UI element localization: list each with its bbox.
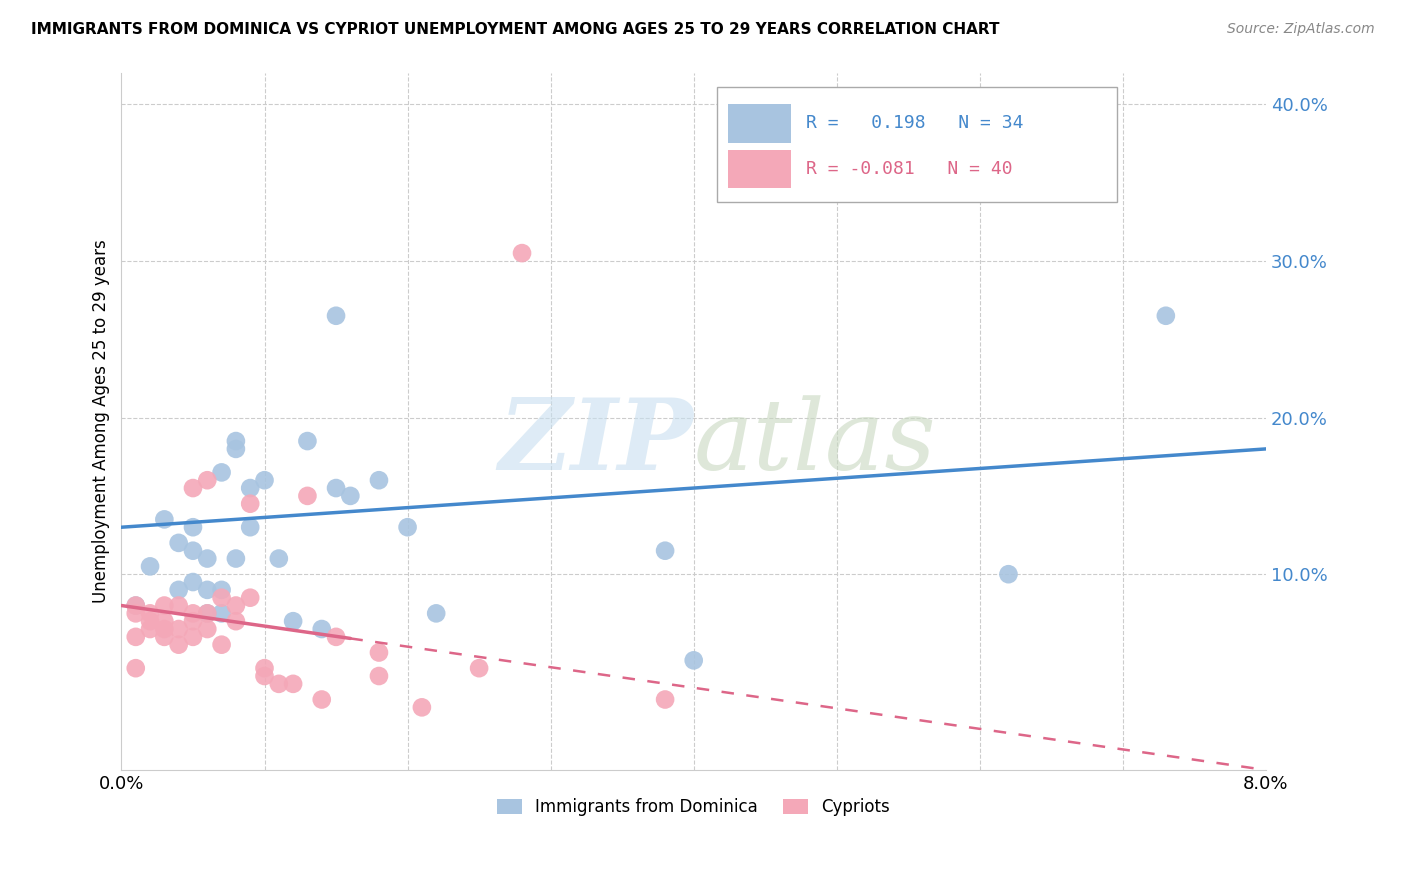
Point <box>253 669 276 683</box>
Point <box>654 692 676 706</box>
Text: IMMIGRANTS FROM DOMINICA VS CYPRIOT UNEMPLOYMENT AMONG AGES 25 TO 29 YEARS CORRE: IMMIGRANTS FROM DOMINICA VS CYPRIOT UNEM… <box>31 22 1000 37</box>
Point <box>153 630 176 644</box>
Point <box>425 607 447 621</box>
Point <box>267 551 290 566</box>
Point <box>997 567 1019 582</box>
Point <box>139 559 162 574</box>
Point <box>239 520 262 534</box>
Point <box>125 630 148 644</box>
Point <box>139 614 162 628</box>
Point <box>225 442 247 456</box>
Point <box>682 653 704 667</box>
Point <box>339 489 361 503</box>
Text: Source: ZipAtlas.com: Source: ZipAtlas.com <box>1227 22 1375 37</box>
Point <box>225 614 247 628</box>
Point <box>297 489 319 503</box>
Point <box>125 661 148 675</box>
Point <box>167 622 190 636</box>
Point <box>311 692 333 706</box>
Text: atlas: atlas <box>693 395 936 490</box>
Point <box>181 630 204 644</box>
Point <box>396 520 419 534</box>
Point <box>510 246 533 260</box>
Point <box>125 607 148 621</box>
Point <box>125 599 148 613</box>
Point <box>654 543 676 558</box>
Point <box>239 591 262 605</box>
Point <box>225 551 247 566</box>
Point <box>267 677 290 691</box>
Point <box>195 551 218 566</box>
Point <box>153 512 176 526</box>
Point <box>297 434 319 448</box>
Point <box>195 607 218 621</box>
Point <box>1154 309 1177 323</box>
Legend: Immigrants from Dominica, Cypriots: Immigrants from Dominica, Cypriots <box>489 789 898 824</box>
Point <box>239 497 262 511</box>
Point <box>195 582 218 597</box>
Point <box>368 646 391 660</box>
Point <box>195 473 218 487</box>
Point <box>167 638 190 652</box>
Point <box>211 638 233 652</box>
Point <box>281 614 304 628</box>
Point <box>253 661 276 675</box>
Point <box>239 481 262 495</box>
Point <box>167 536 190 550</box>
Point <box>125 599 148 613</box>
Point <box>325 309 347 323</box>
Point <box>225 599 247 613</box>
Point <box>181 575 204 590</box>
Point <box>211 607 233 621</box>
Text: ZIP: ZIP <box>499 394 693 491</box>
Point <box>167 582 190 597</box>
Point <box>325 630 347 644</box>
Point <box>225 434 247 448</box>
Point <box>411 700 433 714</box>
Point <box>368 669 391 683</box>
FancyBboxPatch shape <box>728 150 792 188</box>
Point <box>211 582 233 597</box>
Point <box>281 677 304 691</box>
Point <box>167 599 190 613</box>
FancyBboxPatch shape <box>717 87 1118 202</box>
Point <box>153 622 176 636</box>
Point <box>139 622 162 636</box>
Point <box>195 607 218 621</box>
Point <box>468 661 491 675</box>
Point <box>181 520 204 534</box>
Point <box>139 607 162 621</box>
Point <box>368 473 391 487</box>
Point <box>211 466 233 480</box>
Point <box>253 473 276 487</box>
Point <box>153 599 176 613</box>
Point <box>181 481 204 495</box>
Point <box>181 543 204 558</box>
Point <box>181 614 204 628</box>
Point <box>211 591 233 605</box>
Point <box>325 481 347 495</box>
Point <box>195 622 218 636</box>
Point <box>181 607 204 621</box>
Text: R = -0.081   N = 40: R = -0.081 N = 40 <box>806 161 1012 178</box>
Text: R =   0.198   N = 34: R = 0.198 N = 34 <box>806 114 1024 132</box>
Point <box>311 622 333 636</box>
Point <box>153 614 176 628</box>
FancyBboxPatch shape <box>728 104 792 143</box>
Y-axis label: Unemployment Among Ages 25 to 29 years: Unemployment Among Ages 25 to 29 years <box>93 240 110 603</box>
